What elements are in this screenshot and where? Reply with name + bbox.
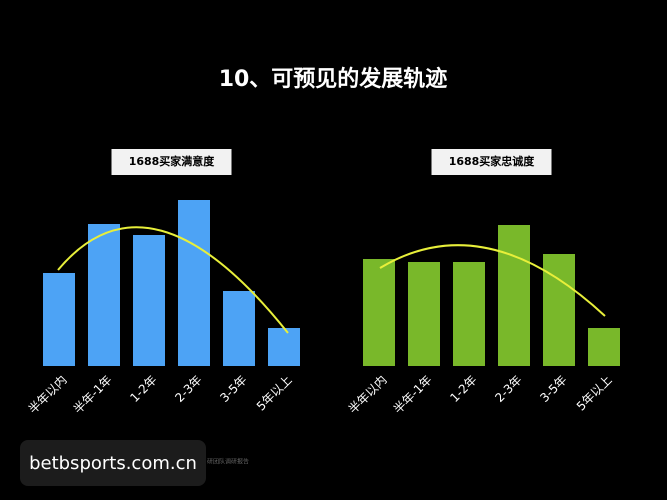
bar (408, 262, 440, 366)
bar (43, 273, 75, 366)
bar (133, 235, 165, 366)
chart-title-box (111, 149, 232, 175)
bar (268, 328, 300, 366)
bar (178, 200, 210, 366)
footnote: 研团队调研报告 (207, 458, 249, 466)
bar (88, 224, 120, 366)
watermark: betbsports.com.cn (29, 453, 197, 474)
bar (543, 254, 575, 366)
bar (453, 262, 485, 366)
bar (363, 259, 395, 366)
slide-title: 10、可预见的发展轨迹 (219, 66, 448, 92)
trend-curve (57, 226, 289, 334)
bar (498, 225, 530, 366)
trend-curve (379, 244, 606, 317)
chart-title: 1688买家满意度 (129, 154, 216, 168)
chart-title: 1688买家忠诚度 (449, 154, 536, 168)
watermark-box (20, 440, 206, 486)
chart-title-box (431, 149, 552, 175)
bar (223, 291, 255, 366)
bar (588, 328, 620, 366)
